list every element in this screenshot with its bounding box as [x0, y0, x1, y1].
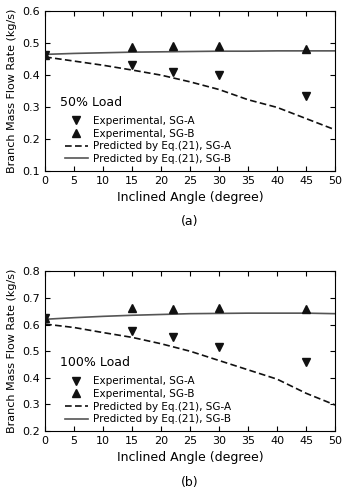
Experimental, SG-A	[171, 334, 175, 340]
Line: Experimental, SG-A: Experimental, SG-A	[41, 314, 310, 366]
Predicted by Eq.(21), SG-B	[304, 310, 308, 316]
Experimental, SG-A	[217, 344, 221, 349]
Predicted by Eq.(21), SG-A	[217, 86, 221, 92]
Predicted by Eq.(21), SG-B	[188, 310, 192, 316]
Predicted by Eq.(21), SG-A	[304, 390, 308, 396]
Line: Experimental, SG-B: Experimental, SG-B	[41, 42, 310, 59]
Experimental, SG-A	[171, 68, 175, 74]
Predicted by Eq.(21), SG-B	[246, 48, 250, 54]
Predicted by Eq.(21), SG-A	[43, 321, 47, 327]
Predicted by Eq.(21), SG-B	[188, 48, 192, 54]
Line: Predicted by Eq.(21), SG-A: Predicted by Eq.(21), SG-A	[45, 57, 335, 130]
Predicted by Eq.(21), SG-B	[246, 310, 250, 316]
Experimental, SG-B	[304, 46, 308, 52]
Experimental, SG-B	[43, 52, 47, 58]
Line: Predicted by Eq.(21), SG-B: Predicted by Eq.(21), SG-B	[45, 313, 335, 320]
Experimental, SG-B	[130, 44, 134, 50]
Predicted by Eq.(21), SG-B	[101, 314, 105, 320]
Predicted by Eq.(21), SG-A	[72, 324, 76, 330]
Experimental, SG-A	[304, 93, 308, 99]
Predicted by Eq.(21), SG-A	[275, 376, 279, 382]
Predicted by Eq.(21), SG-A	[43, 54, 47, 60]
Predicted by Eq.(21), SG-B	[217, 310, 221, 316]
Text: (b): (b)	[181, 476, 199, 489]
Predicted by Eq.(21), SG-B	[275, 310, 279, 316]
Predicted by Eq.(21), SG-A	[217, 358, 221, 364]
Predicted by Eq.(21), SG-A	[101, 330, 105, 336]
Predicted by Eq.(21), SG-B	[275, 48, 279, 54]
Experimental, SG-B	[171, 43, 175, 49]
Predicted by Eq.(21), SG-A	[130, 67, 134, 73]
Predicted by Eq.(21), SG-B	[159, 49, 163, 55]
Predicted by Eq.(21), SG-A	[188, 79, 192, 85]
Predicted by Eq.(21), SG-B	[217, 48, 221, 54]
Experimental, SG-B	[171, 306, 175, 312]
Predicted by Eq.(21), SG-A	[159, 341, 163, 347]
Predicted by Eq.(21), SG-B	[130, 49, 134, 55]
Line: Experimental, SG-B: Experimental, SG-B	[41, 304, 310, 322]
Experimental, SG-A	[130, 328, 134, 334]
Legend: Experimental, SG-A, Experimental, SG-B, Predicted by Eq.(21), SG-A, Predicted by: Experimental, SG-A, Experimental, SG-B, …	[65, 376, 231, 424]
Predicted by Eq.(21), SG-B	[72, 314, 76, 320]
X-axis label: Inclined Angle (degree): Inclined Angle (degree)	[117, 191, 263, 204]
Experimental, SG-A	[217, 72, 221, 78]
Text: 100% Load: 100% Load	[60, 356, 129, 369]
Predicted by Eq.(21), SG-B	[72, 50, 76, 56]
Experimental, SG-A	[43, 52, 47, 58]
Experimental, SG-B	[217, 305, 221, 311]
Predicted by Eq.(21), SG-A	[304, 116, 308, 121]
Legend: Experimental, SG-A, Experimental, SG-B, Predicted by Eq.(21), SG-A, Predicted by: Experimental, SG-A, Experimental, SG-B, …	[65, 116, 231, 164]
Predicted by Eq.(21), SG-A	[188, 348, 192, 354]
Line: Predicted by Eq.(21), SG-B: Predicted by Eq.(21), SG-B	[45, 51, 335, 54]
Y-axis label: Branch Mass Flow Rate (kg/s): Branch Mass Flow Rate (kg/s)	[7, 269, 17, 434]
Predicted by Eq.(21), SG-B	[43, 52, 47, 58]
Predicted by Eq.(21), SG-A	[275, 104, 279, 110]
Experimental, SG-B	[130, 305, 134, 311]
Predicted by Eq.(21), SG-B	[333, 48, 337, 54]
Predicted by Eq.(21), SG-A	[130, 334, 134, 340]
Predicted by Eq.(21), SG-B	[130, 312, 134, 318]
Predicted by Eq.(21), SG-A	[333, 127, 337, 133]
Experimental, SG-A	[130, 62, 134, 68]
Predicted by Eq.(21), SG-A	[159, 72, 163, 78]
Predicted by Eq.(21), SG-A	[333, 402, 337, 408]
Predicted by Eq.(21), SG-B	[43, 316, 47, 322]
Line: Predicted by Eq.(21), SG-A: Predicted by Eq.(21), SG-A	[45, 324, 335, 405]
Predicted by Eq.(21), SG-B	[101, 50, 105, 56]
Predicted by Eq.(21), SG-A	[246, 96, 250, 102]
Predicted by Eq.(21), SG-B	[304, 48, 308, 54]
Predicted by Eq.(21), SG-B	[333, 310, 337, 316]
Experimental, SG-B	[43, 316, 47, 322]
Predicted by Eq.(21), SG-A	[101, 62, 105, 68]
Predicted by Eq.(21), SG-A	[246, 367, 250, 373]
Y-axis label: Branch Mass Flow Rate (kg/s): Branch Mass Flow Rate (kg/s)	[7, 8, 17, 173]
Experimental, SG-A	[304, 359, 308, 365]
Experimental, SG-B	[304, 306, 308, 312]
Text: 50% Load: 50% Load	[60, 96, 122, 108]
Text: (a): (a)	[181, 216, 199, 228]
Predicted by Eq.(21), SG-B	[159, 312, 163, 318]
Predicted by Eq.(21), SG-A	[72, 58, 76, 64]
Line: Experimental, SG-A: Experimental, SG-A	[41, 50, 310, 100]
Experimental, SG-B	[217, 43, 221, 49]
X-axis label: Inclined Angle (degree): Inclined Angle (degree)	[117, 452, 263, 464]
Experimental, SG-A	[43, 316, 47, 322]
